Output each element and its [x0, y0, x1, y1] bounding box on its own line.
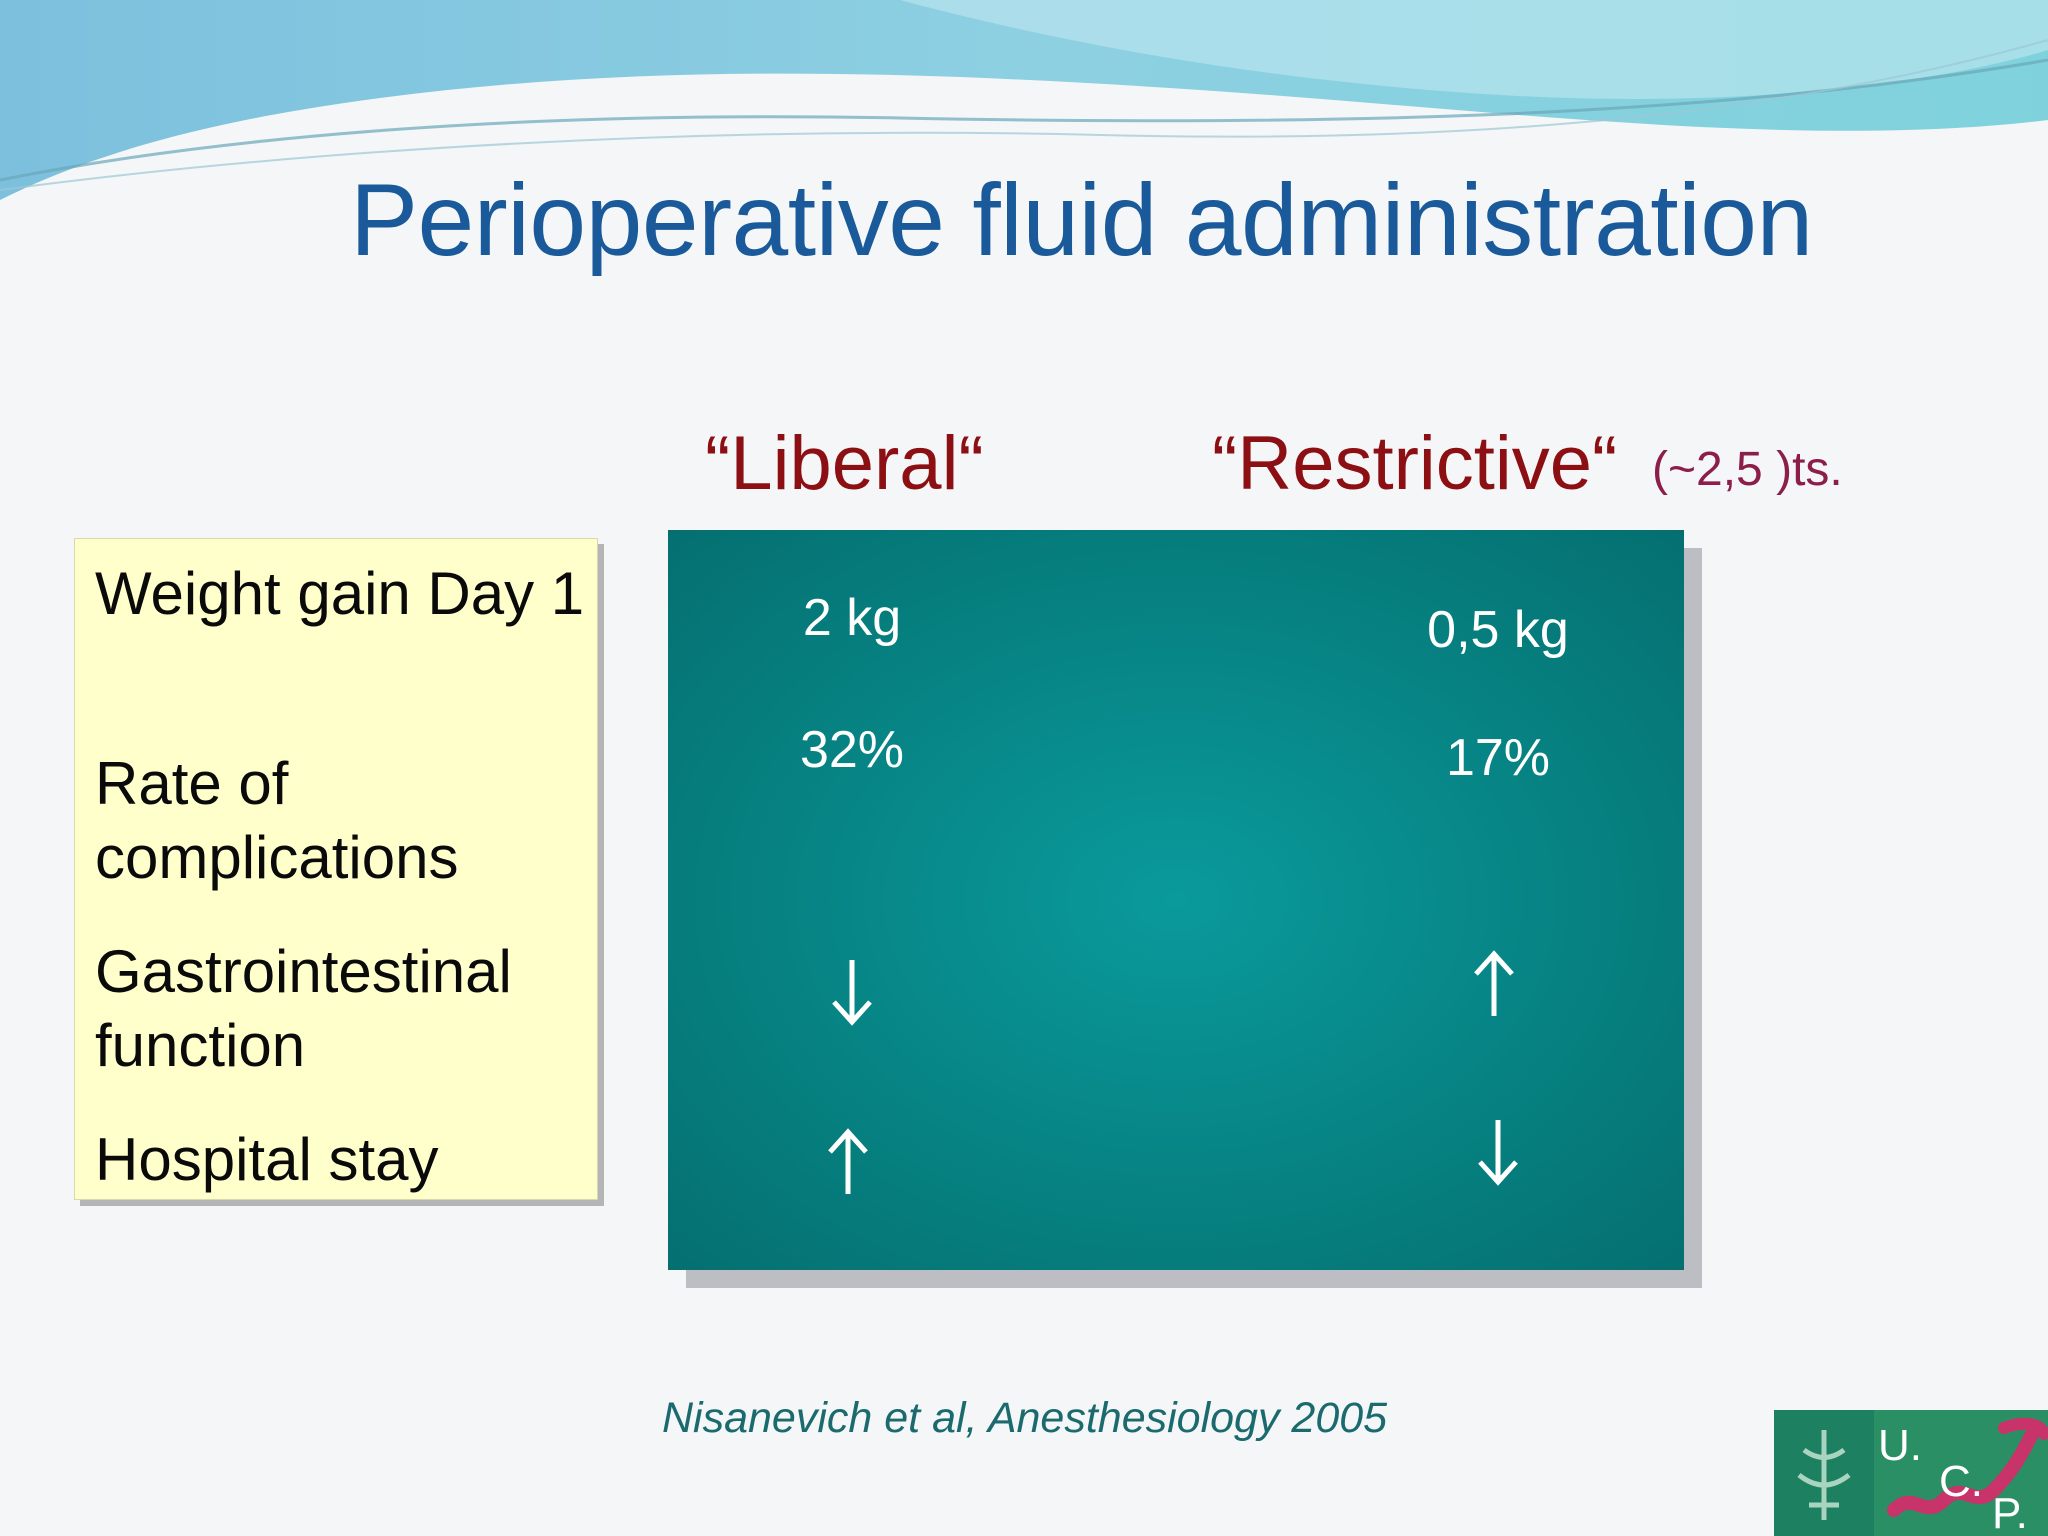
label-gi-function: Gastrointestinal function — [95, 938, 512, 1079]
liberal-gi-down-arrow-icon — [812, 952, 892, 1032]
outcome-labels-box: Weight gain Day 1 Rate of complications … — [74, 538, 598, 1200]
slide-title: Perioperative fluid administration — [350, 163, 1813, 277]
citation: Nisanevich et al, Anesthesiology 2005 — [662, 1394, 1388, 1442]
svg-text:C.: C. — [1939, 1457, 1983, 1506]
liberal-complications: 32% — [799, 721, 905, 779]
label-complications: Rate of complications — [95, 750, 459, 891]
restrictive-stay-down-arrow-icon — [1458, 1112, 1538, 1192]
restrictive-volume-note: (~2,5 )ts. — [1652, 443, 1843, 496]
header-wave-decoration — [0, 0, 2048, 200]
svg-text:P.: P. — [1992, 1489, 2028, 1536]
liberal-weight-gain: 2 kg — [802, 589, 902, 647]
label-hospital-stay: Hospital stay — [95, 1126, 439, 1193]
label-weight-gain: Weight gain Day 1 — [95, 560, 585, 627]
liberal-stay-up-arrow-icon — [808, 1122, 888, 1202]
results-box: 2 kg 0,5 kg 32% 17% — [668, 530, 1684, 1270]
restrictive-weight-gain: 0,5 kg — [1427, 601, 1569, 659]
column-header-restrictive: “Restrictive“ — [1212, 421, 1618, 506]
column-header-liberal: “Liberal“ — [705, 421, 984, 506]
ucp-logo-icon: U. C. P. — [1774, 1410, 2048, 1536]
restrictive-gi-up-arrow-icon — [1454, 944, 1534, 1024]
svg-text:U.: U. — [1878, 1421, 1922, 1470]
restrictive-complications: 17% — [1445, 729, 1551, 787]
